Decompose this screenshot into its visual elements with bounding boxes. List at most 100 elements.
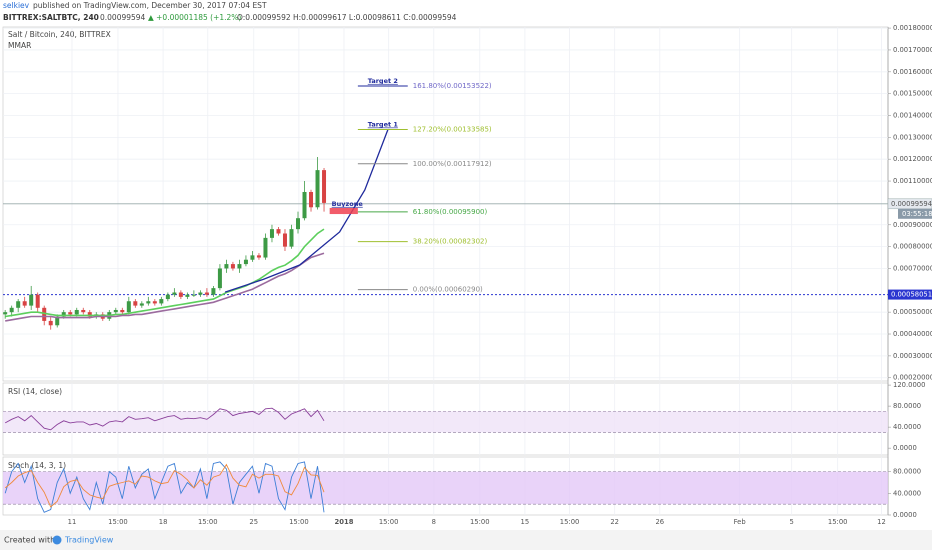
logo bbox=[52, 535, 62, 545]
candle-body bbox=[74, 309, 79, 315]
y-tick-label: 0.00020000 bbox=[893, 374, 932, 382]
candle-body bbox=[16, 301, 21, 308]
x-tick-label: 18 bbox=[159, 518, 168, 526]
x-tick-label: 15:00 bbox=[108, 518, 128, 526]
candle-body bbox=[276, 229, 281, 234]
candle-body bbox=[48, 320, 53, 326]
candle-body bbox=[282, 233, 287, 247]
x-tick-label: 11 bbox=[68, 518, 77, 526]
stoch-line bbox=[4, 463, 325, 508]
candle-body bbox=[178, 292, 183, 297]
candle-body bbox=[211, 288, 216, 295]
candle-body bbox=[302, 191, 307, 219]
x-tick-label: 8 bbox=[432, 518, 436, 526]
published: published on TradingView.com, December 3… bbox=[33, 1, 267, 10]
y-tick-label: 0.00030000 bbox=[893, 352, 932, 360]
buyzone-label: Buyzone bbox=[332, 200, 364, 208]
candle-body bbox=[185, 294, 190, 297]
countdown-box bbox=[898, 208, 932, 219]
fib-label: 61.80%(0.00095900) bbox=[413, 208, 488, 216]
last-price-label: 0.00099594 bbox=[891, 200, 932, 208]
moving-average bbox=[5, 228, 325, 318]
x-tick-label: 15 bbox=[521, 518, 530, 526]
panel-title: Stoch (14, 3, 1) bbox=[8, 461, 66, 470]
y-tick-label: 0.0000 bbox=[893, 444, 917, 452]
y-tick-label: 0.00070000 bbox=[893, 264, 932, 272]
x-tick-label: 15:00 bbox=[560, 518, 580, 526]
y-tick-label: 40.0000 bbox=[893, 489, 921, 497]
band-fill bbox=[3, 411, 888, 433]
candle-body bbox=[217, 268, 222, 289]
candle-body bbox=[322, 170, 327, 203]
x-tick-label: 15:00 bbox=[828, 518, 848, 526]
y-tick-label: 0.00090000 bbox=[893, 221, 932, 229]
panel-title: RSI (14, close) bbox=[8, 387, 62, 396]
x-tick-label: 26 bbox=[655, 518, 664, 526]
target-label: Target 2 bbox=[368, 77, 398, 85]
fib-label: 100.00%(0.00117912) bbox=[413, 160, 492, 168]
y-tick-label: 0.00080000 bbox=[893, 243, 932, 251]
y-tick-label: 80.0000 bbox=[893, 402, 921, 410]
candle-body bbox=[87, 312, 92, 317]
x-tick-label: 22 bbox=[610, 518, 619, 526]
y-tick-label: 40.0000 bbox=[893, 423, 921, 431]
chart-title: Salt / Bitcoin, 240, BITTREX bbox=[8, 30, 111, 39]
candle-body bbox=[243, 259, 248, 265]
y-tick-label: 120.0000 bbox=[893, 381, 925, 389]
x-tick-label: 12 bbox=[877, 518, 886, 526]
candle-body bbox=[126, 301, 131, 313]
candle-body bbox=[172, 292, 177, 295]
alert-label: 0.00058051 bbox=[891, 291, 932, 299]
x-tick-label: 15:00 bbox=[379, 518, 399, 526]
candle-body bbox=[22, 301, 27, 306]
candle-body bbox=[263, 237, 268, 258]
candle-body bbox=[120, 309, 125, 313]
author[interactable]: selkiev bbox=[3, 1, 30, 10]
fib-label: 127.20%(0.00133585) bbox=[413, 126, 492, 134]
y-tick-label: 80.0000 bbox=[893, 468, 921, 476]
x-tick-label: 15:00 bbox=[198, 518, 218, 526]
ohlc: O:0.00099592 H:0.00099617 L:0.00098611 C… bbox=[237, 13, 457, 22]
candle-body bbox=[256, 255, 261, 258]
candle-body bbox=[191, 294, 196, 296]
candle-body bbox=[9, 307, 14, 313]
candle-body bbox=[269, 229, 274, 238]
y-tick-label: 0.0000 bbox=[893, 511, 917, 519]
candle-body bbox=[198, 292, 203, 295]
x-tick-label: 5 bbox=[790, 518, 794, 526]
candle-body bbox=[55, 316, 60, 326]
y-tick-label: 0.00120000 bbox=[893, 155, 932, 163]
candle-body bbox=[224, 264, 229, 269]
x-tick-label: 15:00 bbox=[470, 518, 490, 526]
y-tick-label: 0.00130000 bbox=[893, 133, 932, 141]
y-tick-label: 0.00160000 bbox=[893, 68, 932, 76]
candle-body bbox=[296, 218, 300, 230]
y-tick-label: 0.00180000 bbox=[893, 24, 932, 32]
candle-body bbox=[309, 191, 314, 208]
y-tick-label: 0.00040000 bbox=[893, 330, 932, 338]
candle-body bbox=[159, 299, 164, 304]
y-tick-label: 0.00170000 bbox=[893, 46, 932, 54]
x-tick-label: 15:00 bbox=[289, 518, 309, 526]
candle-body bbox=[3, 312, 8, 315]
fib-label: 161.80%(0.00153522) bbox=[413, 82, 492, 90]
chart-subtitle: MMAR bbox=[8, 41, 31, 50]
price: 0.00099594 bbox=[100, 13, 146, 22]
fib-label: 38.20%(0.00082302) bbox=[413, 238, 488, 246]
symbol: BITTREX:SALTBTC, 240 bbox=[3, 13, 99, 22]
footer-brand[interactable]: TradingView bbox=[64, 536, 114, 545]
candle-body bbox=[35, 294, 40, 308]
candle-body bbox=[139, 303, 144, 306]
candle-body bbox=[152, 301, 157, 304]
countdown-label: 03:55:18 bbox=[902, 210, 932, 218]
candle-body bbox=[146, 301, 151, 304]
y-tick-label: 0.00150000 bbox=[893, 90, 932, 98]
footer-bar bbox=[0, 530, 932, 550]
candle-body bbox=[81, 309, 86, 313]
candle-body bbox=[204, 292, 209, 295]
candle-body bbox=[42, 307, 47, 321]
candle-body bbox=[165, 294, 170, 300]
fib-label: 0.00%(0.00060290) bbox=[413, 286, 483, 294]
